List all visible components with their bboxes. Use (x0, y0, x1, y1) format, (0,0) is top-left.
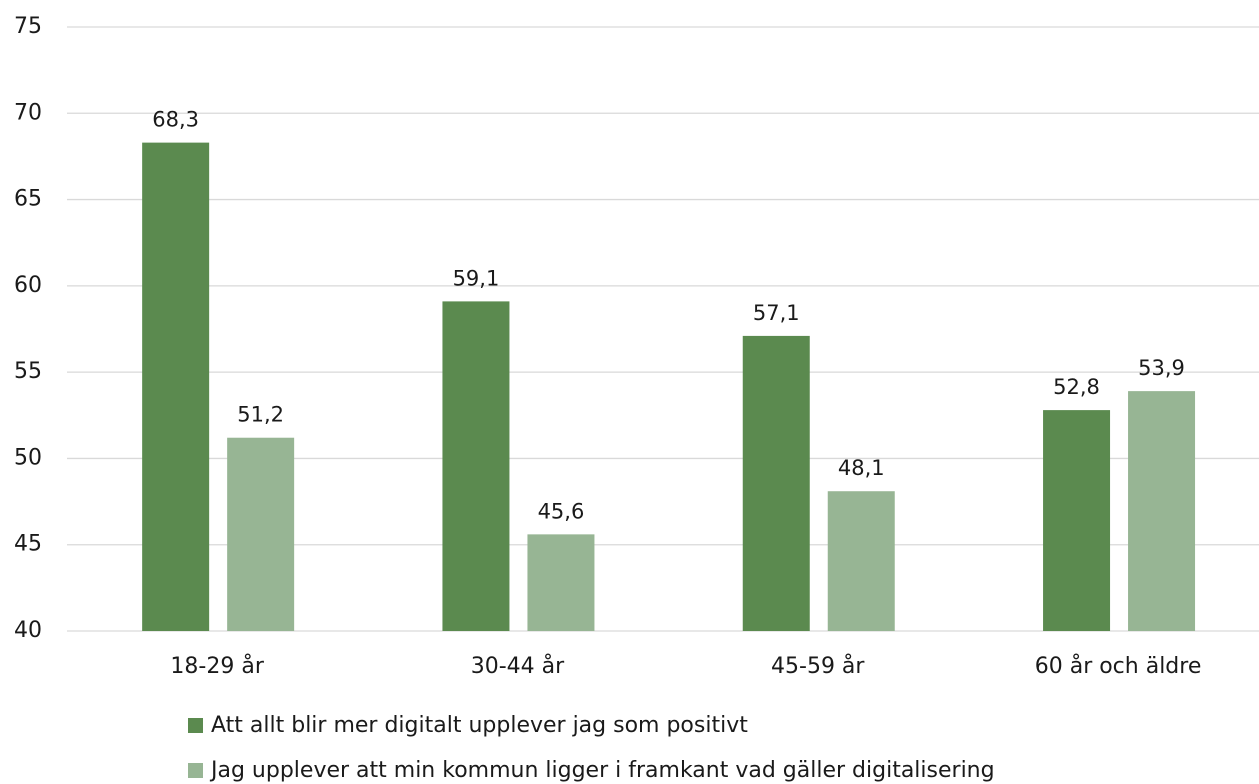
bar (527, 534, 595, 631)
value-label: 48,1 (838, 456, 885, 480)
bar (1128, 391, 1196, 631)
value-label: 52,8 (1053, 375, 1100, 399)
bar (142, 142, 210, 631)
y-tick-label: 70 (14, 100, 42, 125)
y-tick-label: 50 (14, 445, 42, 470)
x-tick-label: 45-59 år (771, 653, 865, 679)
bar (1043, 410, 1111, 631)
legend-label: Jag upplever att min kommun ligger i fra… (209, 758, 995, 783)
y-tick-label: 45 (14, 532, 42, 557)
y-tick-label: 55 (14, 359, 42, 384)
y-tick-label: 40 (14, 618, 42, 643)
y-tick-label: 65 (14, 187, 42, 212)
bar (227, 437, 295, 631)
y-tick-label: 60 (14, 273, 42, 298)
x-tick-label: 30-44 år (471, 653, 565, 679)
bar (827, 491, 895, 631)
value-label: 57,1 (753, 301, 800, 325)
legend-swatch (188, 763, 203, 778)
y-tick-label: 75 (14, 14, 42, 39)
bar (742, 335, 810, 631)
value-label: 59,1 (453, 266, 500, 290)
x-tick-label: 18-29 år (170, 653, 264, 679)
legend-swatch (188, 718, 203, 733)
bar (442, 301, 510, 631)
value-label: 53,9 (1138, 356, 1185, 380)
legend-label: Att allt blir mer digitalt upplever jag … (211, 713, 748, 738)
value-label: 68,3 (152, 108, 199, 132)
value-label: 51,2 (237, 403, 284, 427)
value-label: 45,6 (538, 499, 585, 523)
x-tick-label: 60 år och äldre (1035, 653, 1202, 679)
